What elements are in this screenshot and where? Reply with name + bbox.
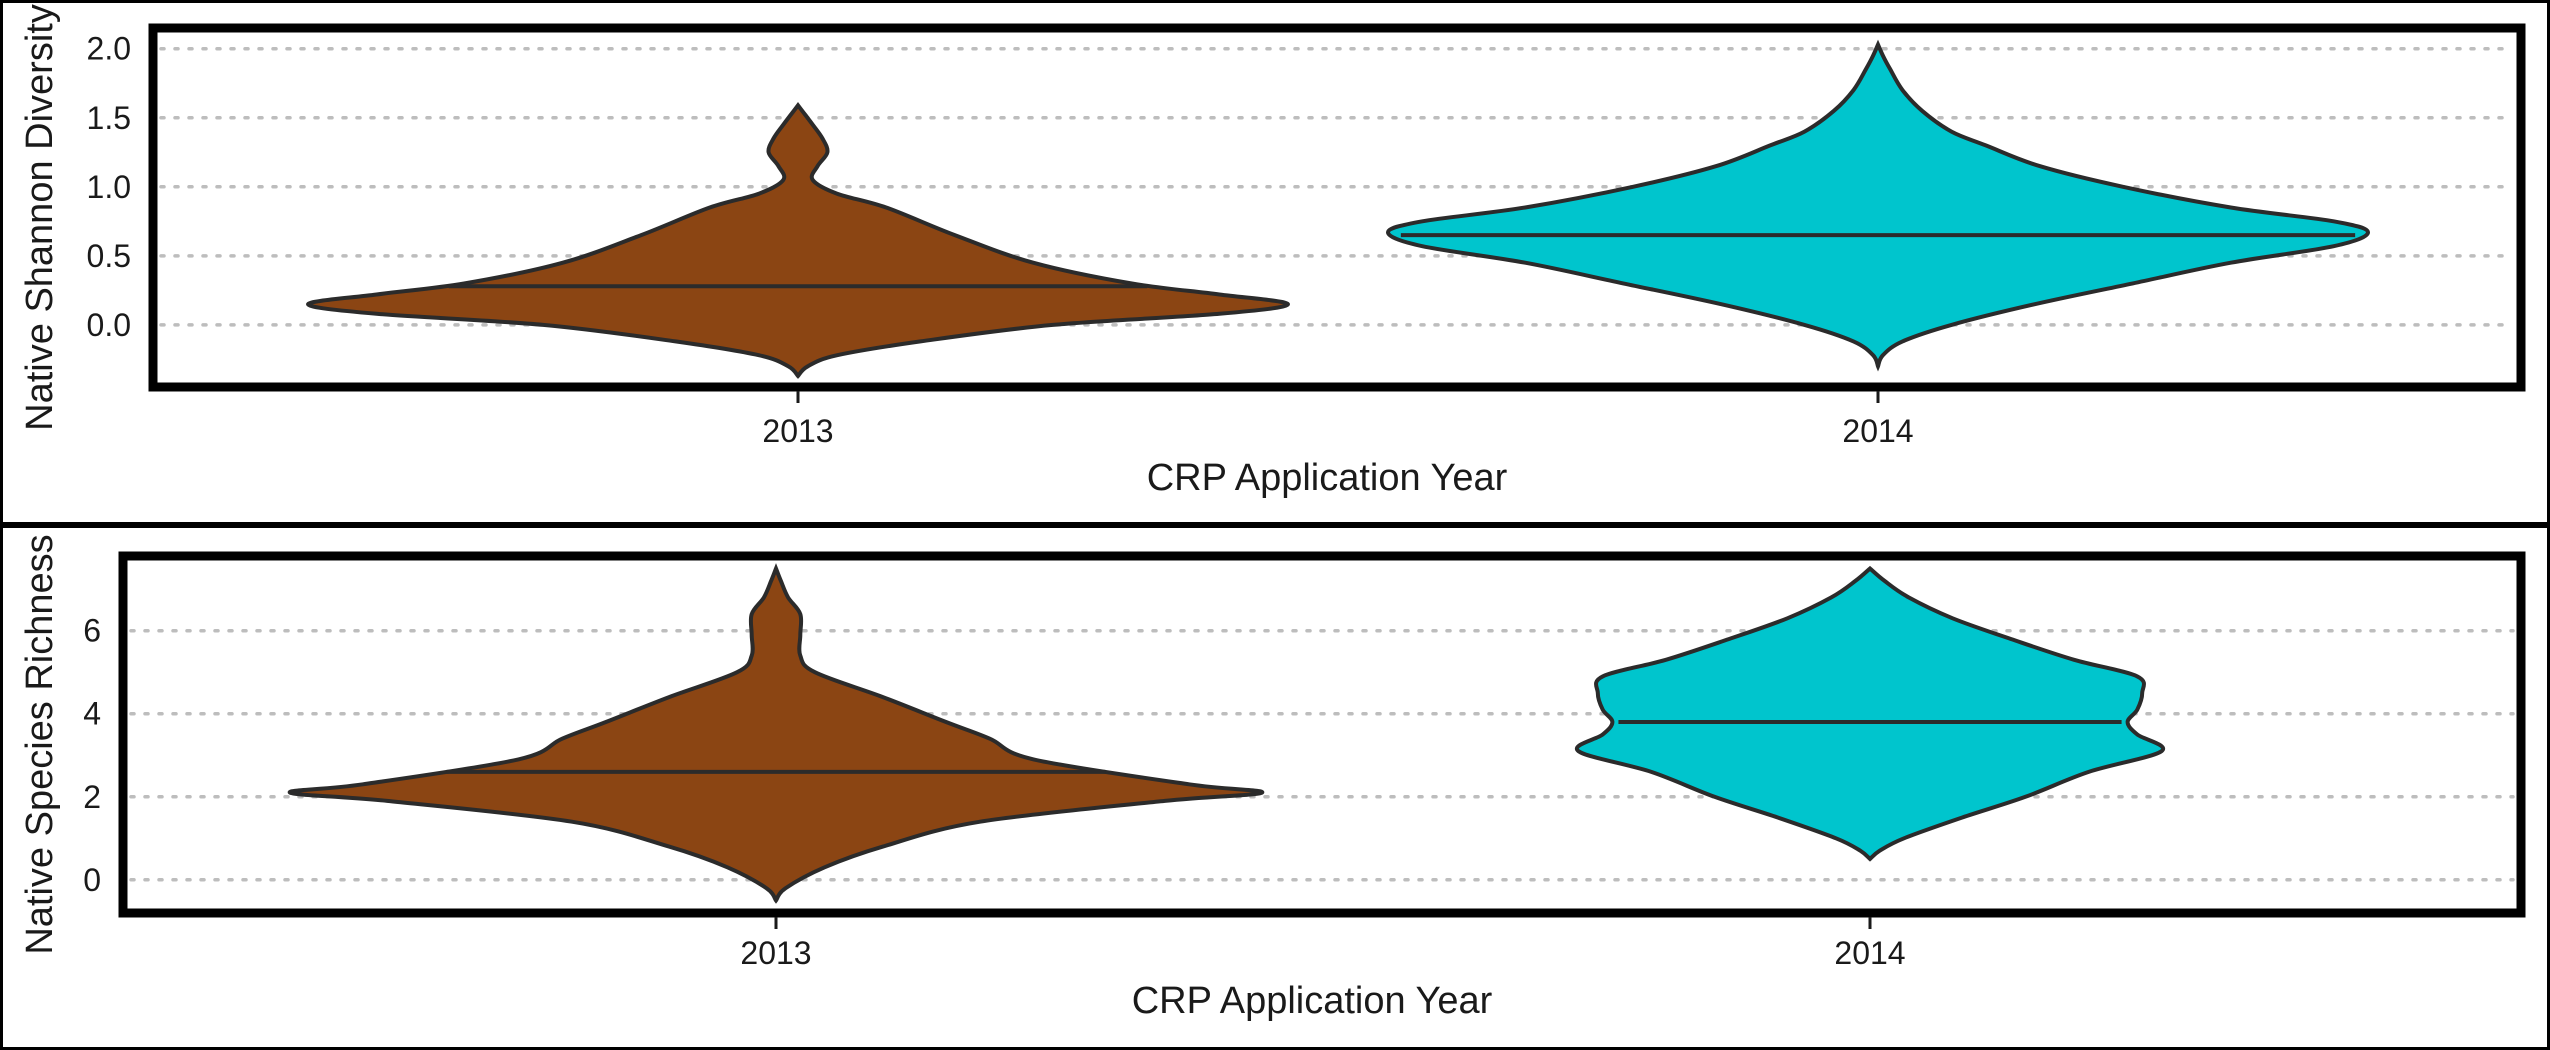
y-axis-title: Native Species Richness: [19, 534, 61, 954]
y-tick-label: 0.5: [87, 238, 131, 274]
plot-frame: [148, 23, 2526, 392]
panel-border: [0, 0, 2550, 525]
x-tick-label-2013: 2013: [762, 413, 833, 449]
violin-2014: [1385, 39, 2371, 372]
violin-2013: [305, 101, 1291, 379]
y-tick-label: 0: [83, 862, 101, 898]
x-axis-title: CRP Application Year: [1147, 457, 1508, 499]
x-tick-label-2013: 2013: [740, 935, 811, 971]
y-tick-label: 1.5: [87, 100, 131, 136]
y-tick-label: 2.0: [87, 31, 131, 67]
y-tick-label: 2: [83, 779, 101, 815]
y-tick-label: 1.0: [87, 169, 131, 205]
x-tick-label-2014: 2014: [1834, 935, 1905, 971]
violin-2013: [287, 563, 1265, 904]
panel-border: [0, 525, 2550, 1050]
chart-panel-2: 0 2 4 6 2013 2014 CRP Application Year Native S…: [0, 525, 2550, 1050]
y-axis-title: Native Shannon Diversity: [19, 4, 61, 431]
x-axis-title: CRP Application Year: [1132, 980, 1493, 1022]
y-tick-label: 6: [83, 613, 101, 649]
plot-frame: [118, 551, 2526, 918]
violin-2014: [1574, 565, 2166, 862]
y-tick-label: 0.0: [87, 307, 131, 343]
y-tick-label: 4: [83, 696, 101, 732]
x-tick-label-2014: 2014: [1842, 413, 1913, 449]
chart-panel-1: 0.0 0.5 1.0 1.5 2.0 2013 2014 CRP Application Y…: [0, 0, 2550, 525]
